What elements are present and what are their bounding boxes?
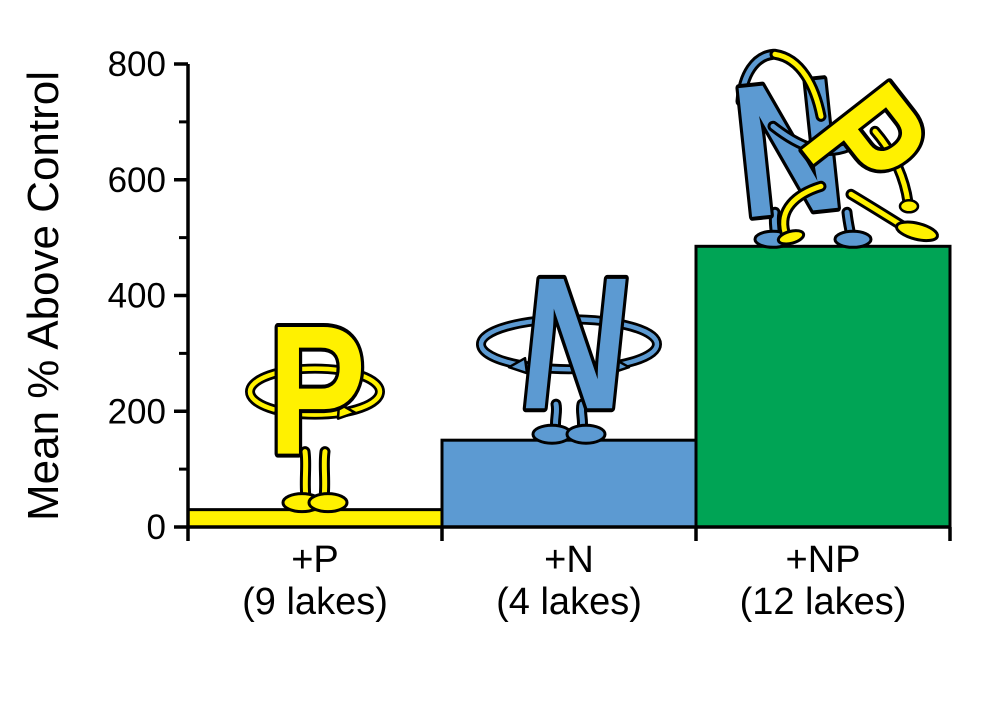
dance-p-raised-arm: [772, 51, 824, 119]
y-tick-label-400: 400: [108, 277, 166, 316]
dance-p-trailing-hand: [898, 199, 920, 214]
category-label-+P: +P: [291, 539, 339, 581]
dance-n-raised-arm: [738, 51, 776, 104]
category-sublabel-+NP: (12 lakes): [740, 581, 907, 623]
y-tick-label-600: 600: [108, 161, 166, 200]
category-label-+N: +N: [544, 539, 594, 581]
p-letter-body: P: [268, 288, 366, 493]
p-left-hand: [273, 402, 294, 420]
bar-+P: [186, 508, 444, 529]
bar-+NP: [694, 244, 952, 529]
p-right-hand: [336, 402, 357, 420]
category-sublabel-+N: (4 lakes): [496, 581, 642, 623]
y-axis-title: Mean % Above Control: [19, 71, 68, 521]
nitrogen-character: N: [476, 235, 662, 452]
phosphorus-character: P: [245, 284, 385, 514]
dance-n-right-foot: [833, 229, 873, 249]
category-sublabel-+P: (9 lakes): [242, 581, 388, 623]
n-letter-body: N: [512, 238, 640, 448]
dance-n-waist-arm: [770, 123, 852, 154]
n-left-hand: [507, 356, 529, 375]
y-tick-label-200: 200: [108, 392, 166, 431]
y-tick-label-0: 0: [147, 508, 166, 547]
dance-p-bent-foot: [776, 229, 806, 246]
dance-p-long-foot: [895, 220, 939, 243]
plot-generated: 0 200 400 600 800 +P(9 lakes) +N(4 lakes) +NP(1…: [108, 45, 952, 623]
n-right-foot: [565, 423, 607, 445]
bar-+N: [440, 438, 698, 529]
y-tick-label-800: 800: [108, 45, 166, 84]
n-arms-hoop: [478, 316, 660, 372]
dance-p-bent-leg: [781, 183, 824, 235]
n-right-hand: [609, 356, 631, 375]
p-right-foot: [307, 492, 349, 514]
category-label-+NP: +NP: [786, 539, 861, 581]
np-dancing-characters: N P: [721, 34, 967, 262]
p-arms-hoop: [247, 366, 383, 417]
dance-p-trailing-arm: [872, 128, 911, 205]
